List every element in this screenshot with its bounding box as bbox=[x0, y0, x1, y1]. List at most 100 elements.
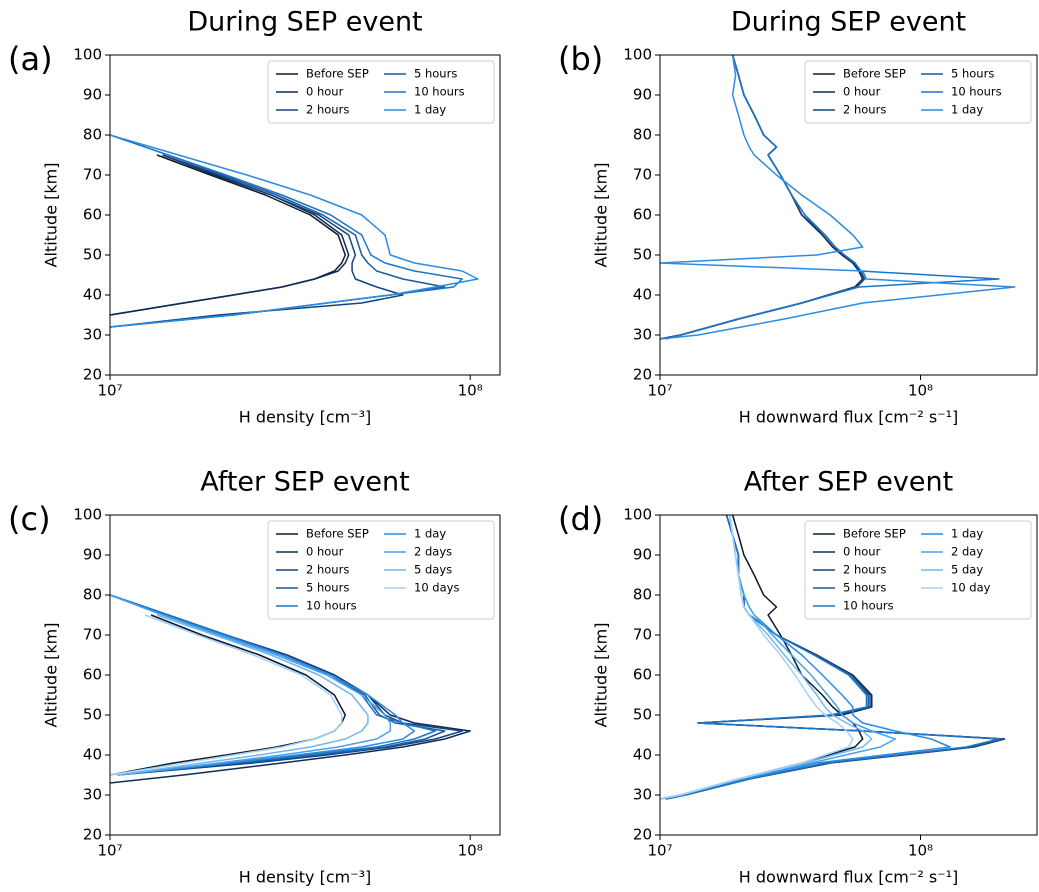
y-tick-label: 70 bbox=[633, 166, 652, 184]
series-line bbox=[109, 594, 437, 776]
y-tick-label: 80 bbox=[83, 126, 102, 144]
y-tick-label: 30 bbox=[633, 786, 652, 804]
legend-label: 2 hours bbox=[843, 103, 886, 117]
y-axis-label: Altitude [km] bbox=[592, 163, 611, 268]
y-tick-label: 30 bbox=[83, 786, 102, 804]
legend-label: 2 days bbox=[414, 545, 452, 559]
y-tick-label: 40 bbox=[83, 286, 102, 304]
plot-frame bbox=[109, 514, 501, 836]
legend-label: 5 hours bbox=[951, 67, 994, 81]
y-tick-label: 60 bbox=[83, 206, 102, 224]
x-tick-label: 10⁸ bbox=[458, 842, 483, 860]
series-line bbox=[109, 594, 416, 776]
panel-label: (c) bbox=[8, 500, 51, 538]
legend-label: 10 hours bbox=[951, 85, 1002, 99]
x-axis-label: H density [cm⁻³] bbox=[239, 868, 372, 887]
legend-label: 10 hours bbox=[843, 599, 894, 613]
y-tick-label: 70 bbox=[83, 166, 102, 184]
x-axis-label: H downward flux [cm⁻² s⁻¹] bbox=[739, 408, 959, 427]
y-tick-label: 80 bbox=[83, 586, 102, 604]
chart-title: After SEP event bbox=[744, 467, 953, 498]
y-tick-label: 100 bbox=[623, 46, 652, 64]
legend-label: Before SEP bbox=[306, 527, 369, 541]
legend-box bbox=[267, 520, 495, 620]
y-tick-label: 50 bbox=[83, 706, 102, 724]
legend-label: 10 hours bbox=[414, 85, 465, 99]
legend-label: 0 hour bbox=[306, 85, 344, 99]
y-tick-label: 20 bbox=[633, 366, 652, 384]
series-line bbox=[117, 614, 369, 776]
y-tick-label: 50 bbox=[83, 246, 102, 264]
y-tick-label: 20 bbox=[633, 826, 652, 844]
chart-title: During SEP event bbox=[731, 7, 966, 38]
panel-label: (b) bbox=[558, 40, 603, 78]
legend-label: 2 hours bbox=[843, 563, 886, 577]
series-line bbox=[109, 134, 479, 328]
legend-label: 5 hours bbox=[414, 67, 457, 81]
legend-label: 1 day bbox=[951, 103, 983, 117]
legend-label: 5 day bbox=[951, 563, 983, 577]
legend-label: 1 day bbox=[414, 527, 446, 541]
legend-label: 10 day bbox=[951, 581, 991, 595]
x-axis-label: H density [cm⁻³] bbox=[239, 408, 372, 427]
y-tick-label: 60 bbox=[633, 206, 652, 224]
series-line bbox=[659, 54, 1016, 340]
y-tick-label: 30 bbox=[633, 326, 652, 344]
y-tick-label: 70 bbox=[83, 626, 102, 644]
legend-box bbox=[267, 60, 495, 124]
y-tick-label: 90 bbox=[83, 86, 102, 104]
legend-label: 10 hours bbox=[306, 599, 357, 613]
y-tick-label: 20 bbox=[83, 366, 102, 384]
legend-box bbox=[804, 60, 1032, 124]
x-tick-label: 10⁸ bbox=[908, 382, 933, 400]
legend-label: 1 day bbox=[414, 103, 446, 117]
panel-label: (a) bbox=[8, 40, 53, 78]
series-line bbox=[109, 134, 463, 328]
legend-label: 5 hours bbox=[843, 581, 886, 595]
series-line bbox=[109, 154, 446, 328]
legend-box bbox=[804, 520, 1032, 620]
y-tick-label: 40 bbox=[633, 746, 652, 764]
y-tick-label: 100 bbox=[623, 506, 652, 524]
y-tick-label: 50 bbox=[633, 706, 652, 724]
legend-label: 2 hours bbox=[306, 563, 349, 577]
x-tick-label: 10⁸ bbox=[908, 842, 933, 860]
legend-label: 0 hour bbox=[843, 85, 881, 99]
legend-label: 0 hour bbox=[843, 545, 881, 559]
y-tick-label: 90 bbox=[83, 546, 102, 564]
legend-label: Before SEP bbox=[843, 67, 906, 81]
y-tick-label: 30 bbox=[83, 326, 102, 344]
series-line bbox=[109, 154, 404, 328]
y-tick-label: 20 bbox=[83, 826, 102, 844]
legend-label: 5 days bbox=[414, 563, 452, 577]
series-line bbox=[659, 514, 897, 800]
x-tick-label: 10⁷ bbox=[97, 842, 122, 860]
panel-label: (d) bbox=[558, 500, 603, 538]
chart-title: After SEP event bbox=[200, 467, 409, 498]
series-line bbox=[109, 594, 471, 784]
legend-label: 2 day bbox=[951, 545, 983, 559]
legend-label: 1 day bbox=[951, 527, 983, 541]
legend-label: 0 hour bbox=[306, 545, 344, 559]
series-line bbox=[665, 54, 1000, 340]
x-axis-label: H downward flux [cm⁻² s⁻¹] bbox=[739, 868, 959, 887]
y-tick-label: 90 bbox=[633, 546, 652, 564]
x-tick-label: 10⁷ bbox=[97, 382, 122, 400]
plot-frame bbox=[659, 54, 1038, 376]
y-tick-label: 50 bbox=[633, 246, 652, 264]
legend-label: 2 hours bbox=[306, 103, 349, 117]
series-line bbox=[659, 514, 854, 800]
legend-label: Before SEP bbox=[306, 67, 369, 81]
y-axis-label: Altitude [km] bbox=[592, 623, 611, 728]
y-tick-label: 40 bbox=[83, 746, 102, 764]
legend-label: 5 hours bbox=[306, 581, 349, 595]
plot-frame bbox=[109, 54, 501, 376]
y-tick-label: 60 bbox=[633, 666, 652, 684]
y-tick-label: 100 bbox=[73, 46, 102, 64]
y-tick-label: 80 bbox=[633, 126, 652, 144]
series-line bbox=[109, 614, 343, 776]
plot-frame bbox=[659, 514, 1038, 836]
legend-label: 10 days bbox=[414, 581, 459, 595]
y-axis-label: Altitude [km] bbox=[42, 163, 61, 268]
y-tick-label: 90 bbox=[633, 86, 652, 104]
